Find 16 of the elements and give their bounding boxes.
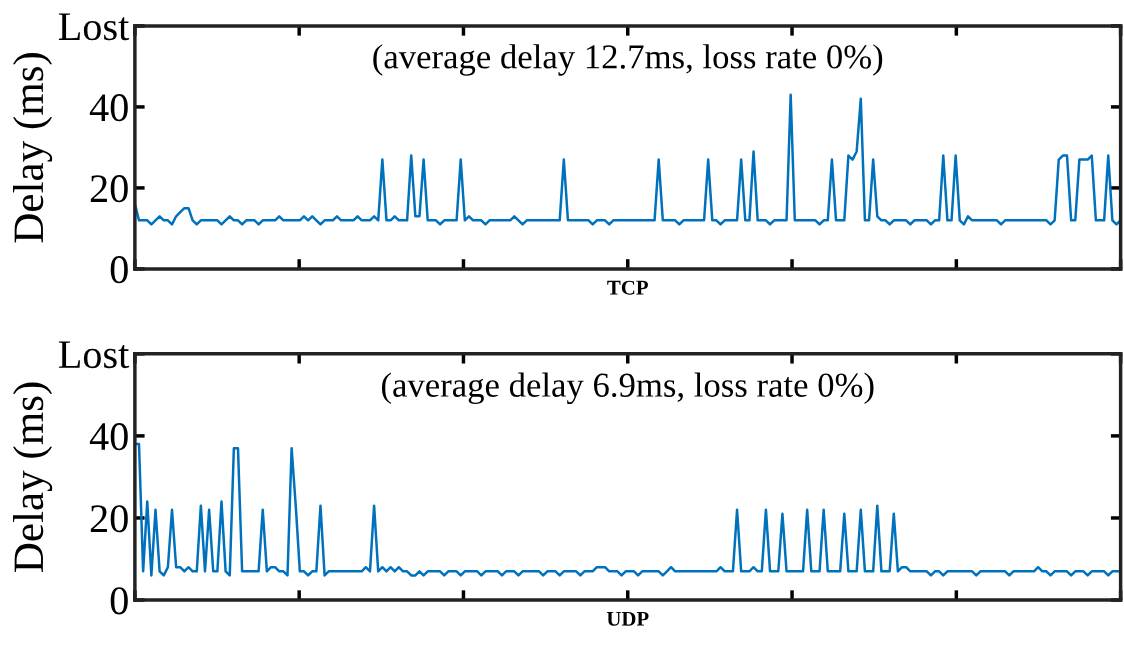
line-series [134,442,1121,577]
y-tick-label: 40 [89,423,128,451]
y-tick-label: 0 [110,587,128,615]
y-tick-label: 0 [110,256,128,284]
y-tick-label: 20 [90,505,128,533]
annotation: (average delay 12.7ms, loss rate 0%) [373,44,883,76]
y-tick-label: 20 [90,175,128,203]
x-axis-title: TCP [607,280,648,295]
y-tick-label: Lost [58,13,130,41]
y-axis-title: Delay (ms) [13,53,53,243]
y-axis-title: Delay (ms) [13,382,53,572]
x-axis-title: UDP [606,611,649,626]
line-series [134,93,1121,226]
annotation: (average delay 6.9ms, loss rate 0%) [381,372,874,405]
y-tick-label: 40 [89,94,128,122]
y-tick-label: Lost [58,341,130,369]
